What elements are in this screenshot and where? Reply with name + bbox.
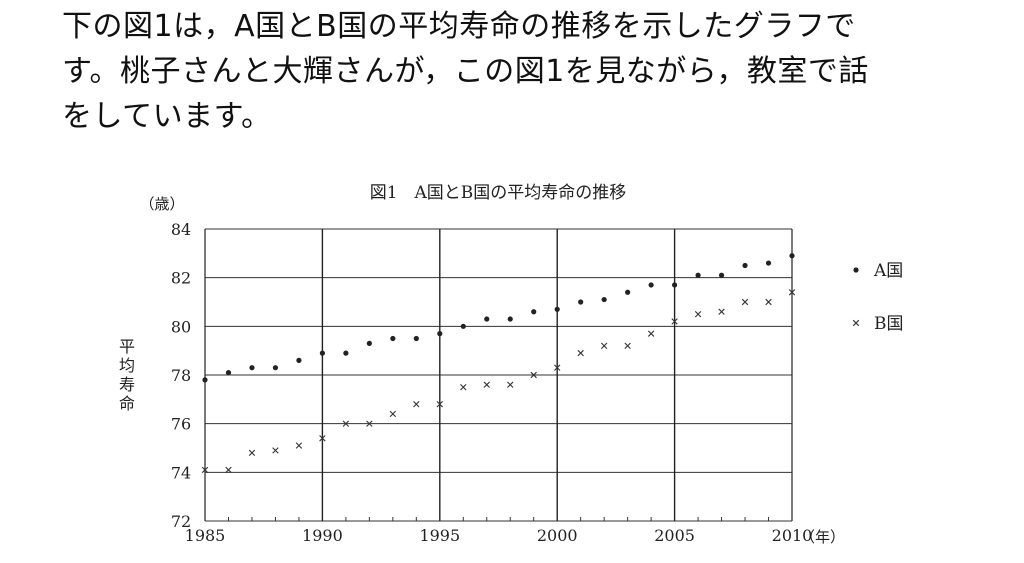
- data-point-a: [718, 272, 725, 278]
- data-point-b: [788, 289, 796, 296]
- y-tick-label: 84: [171, 220, 191, 239]
- data-point-b: [765, 298, 772, 306]
- data-point-b: [741, 298, 749, 306]
- data-point-a: [460, 323, 466, 329]
- data-point-a: [695, 272, 701, 278]
- grid: [204, 228, 793, 522]
- data-point-b: [624, 342, 631, 349]
- data-point-b: [366, 420, 373, 427]
- x-axis-label: （年）: [800, 528, 845, 546]
- data-point-b: [460, 383, 467, 391]
- legend-marker: [852, 319, 860, 327]
- data-point-b: [554, 364, 561, 371]
- data-point-b: [248, 449, 256, 457]
- data-point-b: [319, 435, 326, 442]
- data-point-a: [202, 377, 208, 383]
- y-tick-label: 74: [171, 463, 191, 482]
- tick-labels: 72 74 76 78 80 82 84 1985 1990 1995 2000 2005 2010: [171, 220, 813, 545]
- x-tick-label: 1995: [419, 526, 460, 545]
- y-tick-label: 80: [171, 317, 191, 336]
- data-point-b: [342, 420, 350, 427]
- data-point-a: [531, 309, 537, 315]
- data-point-b: [530, 371, 537, 379]
- data-point-a: [578, 299, 584, 305]
- data-point-b: [436, 401, 443, 408]
- y-tick-label: 82: [171, 269, 191, 288]
- data-point-a: [366, 340, 372, 346]
- data-point-a: [272, 365, 279, 371]
- data-point-a: [225, 369, 232, 376]
- data-point-a: [601, 296, 607, 303]
- data-point-b: [201, 466, 209, 474]
- question-line-3: をしています。: [62, 99, 272, 134]
- data-point-a: [390, 335, 396, 342]
- data-point-a: [789, 253, 795, 259]
- data-point-a: [554, 306, 560, 312]
- legend-label: B国: [874, 314, 904, 334]
- data-point-b: [647, 330, 655, 337]
- question-line-1: 下の図1は，A国とB国の平均寿命の推移を示したグラフで: [62, 9, 856, 44]
- data-point-b: [295, 442, 303, 449]
- data-point-a: [507, 316, 513, 322]
- data-point-b: [718, 308, 725, 315]
- data-point-b: [413, 401, 420, 408]
- data-point-a: [672, 282, 678, 288]
- data-point-b: [694, 310, 702, 318]
- data-point-a: [413, 335, 419, 342]
- data-point-a: [484, 316, 490, 322]
- data-point-a: [742, 262, 748, 269]
- data-point-b: [225, 466, 232, 474]
- y-axis-label: 平均寿命: [119, 337, 135, 413]
- data-point-a: [765, 260, 772, 266]
- data-point-b: [389, 410, 397, 418]
- legend-marker: [853, 267, 859, 273]
- data-point-a: [625, 289, 631, 295]
- data-point-a: [648, 282, 654, 288]
- y-axis-unit: （歳）: [139, 195, 184, 213]
- x-tick-label: 2000: [537, 526, 578, 545]
- x-tick-label: 1990: [302, 526, 343, 545]
- data-points: [201, 253, 796, 474]
- legend-label: A国: [873, 261, 903, 281]
- data-point-a: [249, 365, 255, 371]
- y-tick-label: 76: [171, 415, 191, 434]
- data-point-a: [296, 357, 302, 363]
- x-tick-label: 2010: [772, 526, 813, 545]
- data-point-a: [343, 350, 349, 356]
- y-tick-label: 78: [171, 366, 191, 385]
- data-point-a: [437, 331, 443, 337]
- data-point-a: [319, 350, 325, 356]
- data-point-b: [272, 447, 279, 454]
- x-tick-label: 2005: [654, 526, 695, 545]
- x-tick-label: 1985: [185, 526, 226, 545]
- question-text: 下の図1は，A国とB国の平均寿命の推移を示したグラフで す。桃子さんと大輝さんが…: [62, 4, 962, 139]
- y-tick-label: 72: [171, 512, 191, 531]
- data-point-b: [507, 381, 514, 388]
- data-point-b: [577, 349, 584, 357]
- data-point-b: [671, 318, 678, 325]
- data-point-b: [483, 381, 490, 388]
- chart-title: 図1 A国とB国の平均寿命の推移: [370, 183, 627, 203]
- question-line-2: す。桃子さんと大輝さんが，この図1を見ながら，教室で話: [62, 54, 869, 89]
- legend: A国 B国: [852, 261, 904, 334]
- data-point-b: [600, 342, 608, 349]
